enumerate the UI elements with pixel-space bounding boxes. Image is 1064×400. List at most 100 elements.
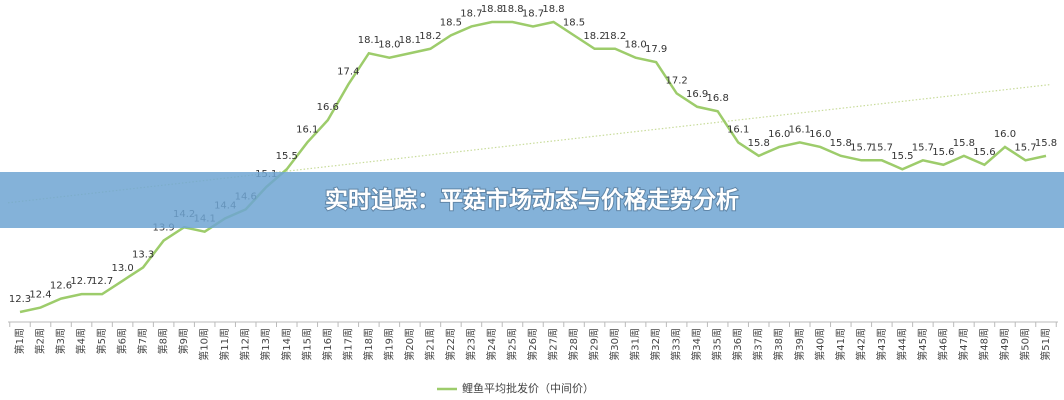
data-label: 18.8 bbox=[542, 4, 564, 15]
x-tick-label: 第19周 bbox=[382, 328, 395, 361]
x-tick-label: 第41周 bbox=[834, 328, 847, 361]
x-tick-label: 第35周 bbox=[711, 328, 724, 361]
data-label: 15.8 bbox=[1035, 138, 1057, 149]
x-tick-label: 第50周 bbox=[1018, 328, 1031, 361]
data-label: 18.0 bbox=[378, 40, 400, 51]
x-tick-label: 第18周 bbox=[362, 328, 375, 361]
data-label: 16.0 bbox=[809, 129, 831, 140]
x-tick-label: 第30周 bbox=[608, 328, 621, 361]
x-tick-label: 第3周 bbox=[54, 328, 67, 354]
x-tick-label: 第29周 bbox=[588, 328, 601, 361]
price-line bbox=[19, 20, 1047, 314]
x-tick-label: 第39周 bbox=[793, 328, 806, 361]
x-tick-label: 第45周 bbox=[916, 328, 929, 361]
x-tick-label: 第21周 bbox=[423, 328, 436, 361]
x-tick-label: 第22周 bbox=[444, 328, 457, 361]
data-label: 12.4 bbox=[29, 290, 51, 301]
data-label: 15.5 bbox=[276, 151, 298, 162]
data-label: 13.9 bbox=[153, 223, 175, 234]
x-tick-label: 第51周 bbox=[1039, 328, 1052, 361]
data-label: 12.7 bbox=[91, 276, 113, 287]
data-label: 18.7 bbox=[460, 8, 482, 19]
x-tick-label: 第20周 bbox=[403, 328, 416, 361]
x-tick-label: 第27周 bbox=[547, 328, 560, 361]
banner bbox=[0, 172, 1064, 228]
x-tick-label: 第7周 bbox=[136, 328, 149, 354]
x-tick-label: 第38周 bbox=[772, 328, 785, 361]
data-label: 17.9 bbox=[645, 44, 667, 55]
data-label: 18.1 bbox=[358, 35, 380, 46]
x-tick-label: 第37周 bbox=[752, 328, 765, 361]
x-tick-label: 第43周 bbox=[875, 328, 888, 361]
data-label: 18.8 bbox=[501, 4, 523, 15]
data-label: 13.0 bbox=[111, 263, 133, 274]
data-label: 18.5 bbox=[563, 17, 585, 28]
data-label: 16.1 bbox=[727, 124, 749, 135]
data-label: 15.8 bbox=[748, 138, 770, 149]
x-tick-label: 第40周 bbox=[813, 328, 826, 361]
x-tick-label: 第12周 bbox=[239, 328, 252, 361]
data-label: 15.8 bbox=[830, 138, 852, 149]
data-label: 15.7 bbox=[850, 142, 872, 153]
x-tick-label: 第16周 bbox=[321, 328, 334, 361]
x-tick-label: 第31周 bbox=[629, 328, 642, 361]
x-tick-label: 第23周 bbox=[464, 328, 477, 361]
x-tick-label: 第26周 bbox=[526, 328, 539, 361]
x-tick-label: 第5周 bbox=[95, 328, 108, 354]
data-label: 18.2 bbox=[604, 31, 626, 42]
x-tick-label: 第9周 bbox=[177, 328, 190, 354]
data-label: 16.0 bbox=[994, 129, 1016, 140]
data-label: 18.0 bbox=[624, 40, 646, 51]
x-tick-label: 第13周 bbox=[259, 328, 272, 361]
data-label: 15.6 bbox=[932, 147, 954, 158]
data-label: 18.8 bbox=[481, 4, 503, 15]
data-label: 15.6 bbox=[973, 147, 995, 158]
data-label: 15.5 bbox=[891, 151, 913, 162]
x-tick-label: 第15周 bbox=[300, 328, 313, 361]
data-label: 16.1 bbox=[789, 124, 811, 135]
data-label: 16.8 bbox=[707, 93, 729, 104]
x-tick-label: 第46周 bbox=[936, 328, 949, 361]
data-label: 15.7 bbox=[912, 142, 934, 153]
data-label: 17.2 bbox=[666, 75, 688, 86]
data-label: 18.5 bbox=[440, 17, 462, 28]
data-label: 17.4 bbox=[337, 66, 359, 77]
x-tick-label: 第33周 bbox=[670, 328, 683, 361]
x-tick-label: 第2周 bbox=[34, 328, 47, 354]
x-tick-label: 第47周 bbox=[957, 328, 970, 361]
x-tick-label: 第42周 bbox=[854, 328, 867, 361]
data-label: 15.8 bbox=[953, 138, 975, 149]
data-label: 12.7 bbox=[70, 276, 92, 287]
x-tick-label: 第34周 bbox=[690, 328, 703, 361]
x-tick-label: 第10周 bbox=[198, 328, 211, 361]
data-label: 16.6 bbox=[317, 102, 339, 113]
data-label: 18.2 bbox=[583, 31, 605, 42]
data-label: 12.3 bbox=[9, 294, 31, 305]
data-label: 16.0 bbox=[768, 129, 790, 140]
x-tick-label: 第24周 bbox=[485, 328, 498, 361]
data-label: 13.3 bbox=[132, 249, 154, 260]
x-tick-label: 第17周 bbox=[341, 328, 354, 361]
data-label: 15.7 bbox=[871, 142, 893, 153]
x-tick-label: 第32周 bbox=[649, 328, 662, 361]
data-label: 16.9 bbox=[686, 89, 708, 100]
x-tick-label: 第14周 bbox=[280, 328, 293, 361]
x-tick-label: 第44周 bbox=[895, 328, 908, 361]
x-tick-label: 第8周 bbox=[157, 328, 170, 354]
x-tick-label: 第1周 bbox=[13, 328, 26, 354]
x-tick-label: 第48周 bbox=[977, 328, 990, 361]
legend-label: 鲤鱼平均批发价（中间价） bbox=[462, 381, 594, 395]
x-tick-label: 第49周 bbox=[998, 328, 1011, 361]
data-label: 18.1 bbox=[399, 35, 421, 46]
x-tick-label: 第6周 bbox=[116, 328, 129, 354]
data-label: 18.2 bbox=[419, 31, 441, 42]
x-tick-label: 第36周 bbox=[731, 328, 744, 361]
x-tick-label: 第4周 bbox=[75, 328, 88, 354]
banner-title: 实时追踪：平菇市场动态与价格走势分析 bbox=[325, 187, 739, 214]
x-tick-label: 第25周 bbox=[505, 328, 518, 361]
x-tick-label: 第11周 bbox=[218, 328, 231, 361]
x-tick-label: 第28周 bbox=[567, 328, 580, 361]
data-label: 12.6 bbox=[50, 281, 72, 292]
data-label: 15.7 bbox=[1014, 142, 1036, 153]
